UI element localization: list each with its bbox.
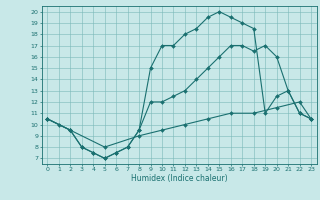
X-axis label: Humidex (Indice chaleur): Humidex (Indice chaleur) — [131, 174, 228, 183]
